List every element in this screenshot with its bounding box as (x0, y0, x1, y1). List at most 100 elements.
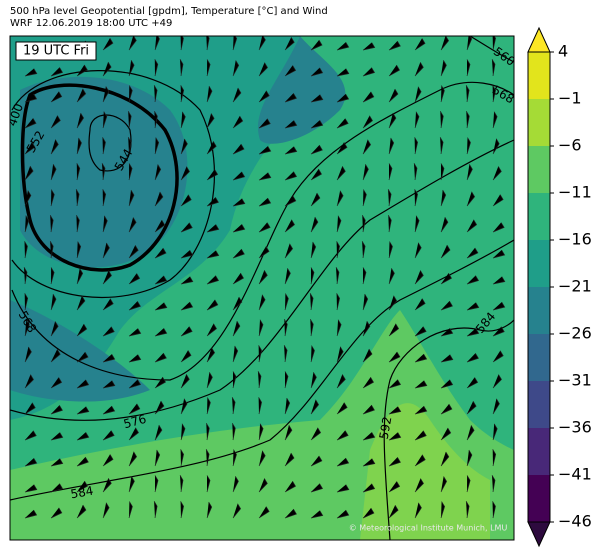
wind-barb (232, 224, 246, 233)
wind-barb (206, 59, 211, 77)
wind-barb (492, 449, 497, 467)
contour-label: 584 (69, 484, 94, 502)
wind-barb (102, 430, 115, 441)
wind-barb (258, 197, 272, 207)
wind-barb (310, 168, 322, 181)
wind-barb (76, 268, 84, 285)
colorbar-segment (528, 287, 550, 334)
wind-barb (335, 267, 340, 285)
wind-barb (258, 118, 271, 129)
wind-barb (102, 61, 112, 77)
wind-barb (258, 345, 262, 363)
colorbar-segment (528, 381, 550, 428)
wind-barb (24, 118, 37, 129)
wind-barb (206, 397, 211, 415)
wind-barb (180, 166, 190, 181)
wind-barb (336, 346, 344, 363)
wind-barb (466, 275, 480, 285)
wind-barb (284, 243, 294, 259)
wind-barb (180, 276, 194, 285)
colorbar-under (527, 521, 551, 548)
wind-barb (50, 321, 59, 337)
wind-barb (24, 93, 38, 103)
wind-barb (180, 36, 184, 51)
wind-barb (440, 273, 452, 285)
wind-barb (466, 425, 475, 441)
wind-barb (466, 353, 479, 363)
wind-barb (284, 195, 297, 207)
wind-barb (466, 302, 480, 311)
wind-barb (466, 247, 479, 259)
wind-barb (336, 402, 348, 415)
wind-barb (336, 241, 340, 259)
wind-barb (180, 326, 193, 337)
wind-barb (49, 215, 54, 233)
wind-barb (388, 323, 400, 337)
wind-barb (466, 475, 471, 493)
wind-barb (439, 137, 444, 155)
wind-barb (440, 354, 454, 363)
wind-barb (102, 502, 110, 519)
wind-barb (440, 476, 448, 493)
wind-barb (388, 241, 393, 259)
wind-barb (24, 458, 38, 467)
wind-barb (388, 432, 402, 441)
wind-barb (76, 295, 86, 311)
wind-barb (128, 245, 139, 259)
wind-barb (206, 475, 211, 493)
wind-barb (336, 319, 342, 337)
wind-barb (206, 224, 220, 233)
wind-barb (258, 506, 270, 519)
wind-barb (76, 480, 88, 493)
wind-barb (258, 319, 264, 337)
wind-barb (76, 379, 90, 389)
wind-barb (102, 215, 108, 233)
wind-barb (76, 163, 81, 181)
wind-barb (440, 60, 447, 77)
wind-barb (76, 137, 82, 155)
wind-barb (232, 320, 241, 337)
wind-barb (492, 276, 506, 285)
wind-barb (492, 398, 500, 415)
wind-barb (309, 319, 314, 337)
wind-barb (388, 112, 397, 129)
wind-barb (466, 191, 476, 207)
wind-barb (465, 111, 470, 129)
wind-barb (76, 241, 82, 259)
wind-barb (206, 347, 216, 363)
wind-barb (154, 191, 164, 207)
wind-barb (153, 85, 158, 103)
wind-barb (206, 275, 220, 285)
wind-barb (258, 423, 264, 441)
wind-barb (128, 36, 137, 51)
wind-barb (24, 190, 32, 207)
wind-barb (284, 293, 289, 311)
wind-barb (284, 120, 298, 129)
colorbar: 4 −1 −6 −11 −16 −21 −26 −31 −36 −41 −46 (527, 26, 592, 548)
wind-barb (310, 267, 315, 285)
wind-barb (24, 509, 38, 519)
wind-barb (257, 371, 262, 389)
wind-barb (414, 270, 424, 285)
wind-barb (440, 501, 445, 519)
wind-barb (102, 326, 115, 337)
wind-barb (76, 88, 87, 103)
wind-barb (102, 137, 106, 155)
wind-barb (154, 400, 165, 415)
wind-barb (336, 509, 350, 519)
subtitle: WRF 12.06.2019 18:00 UTC +49 (10, 18, 172, 29)
wind-barb (232, 87, 242, 103)
wind-barb (310, 39, 323, 51)
wind-barb (284, 268, 291, 285)
wind-barb (362, 293, 369, 311)
wind-barb (232, 296, 243, 311)
wind-barb (414, 326, 427, 337)
wind-barb (362, 377, 374, 389)
wind-barb (440, 451, 450, 467)
wind-barb (388, 295, 398, 311)
wind-barb (76, 323, 88, 337)
wind-barb (258, 397, 262, 415)
wind-barb (76, 112, 85, 129)
wind-barb (414, 86, 422, 103)
